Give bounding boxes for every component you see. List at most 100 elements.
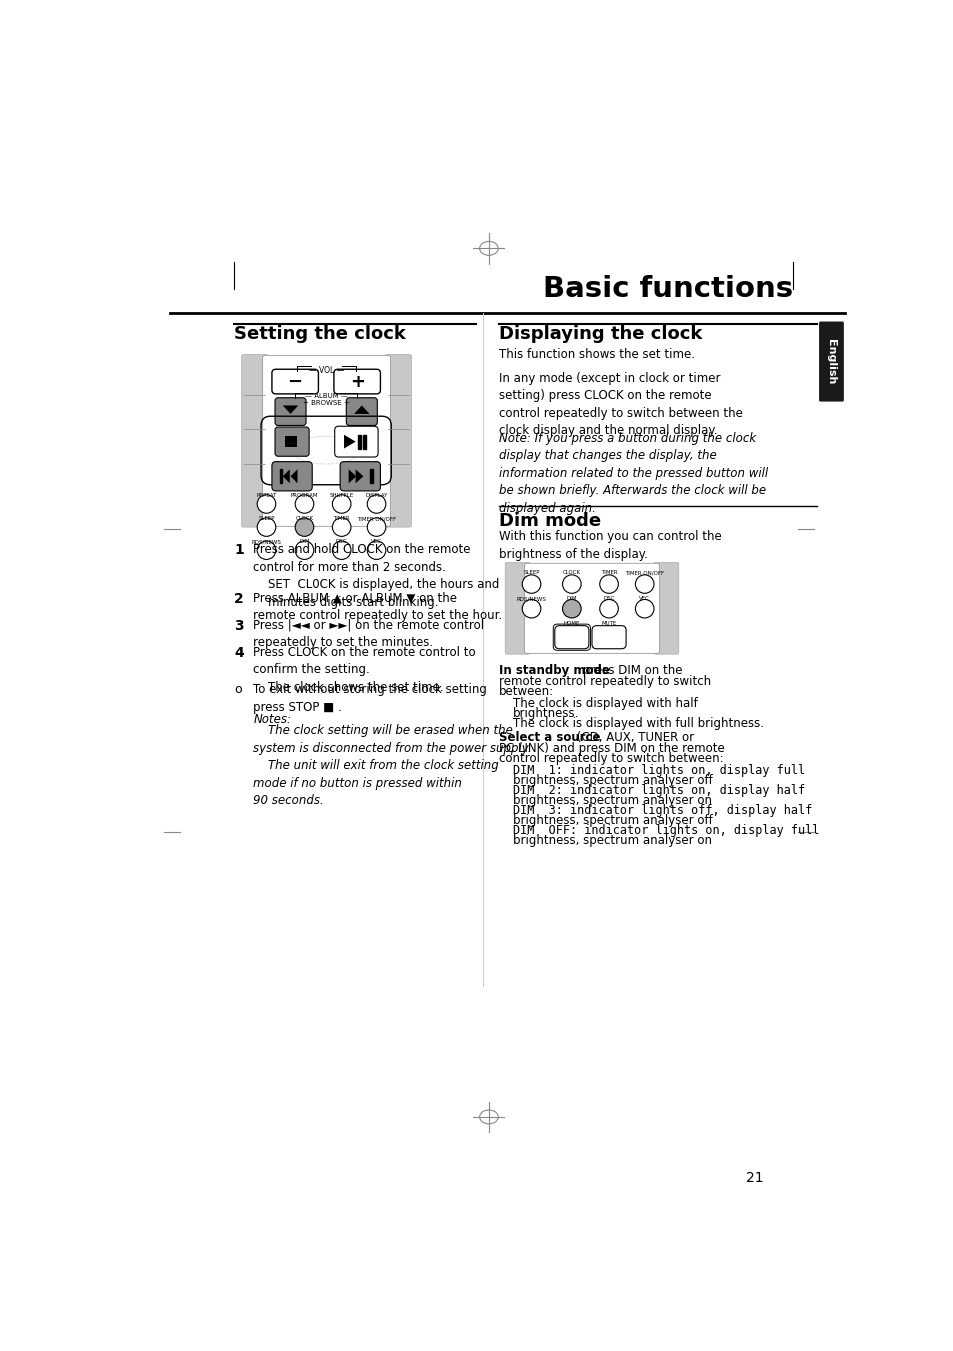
Text: RDS/NEWS: RDS/NEWS <box>517 596 546 601</box>
Polygon shape <box>354 405 369 413</box>
Text: — ALBUM —: — ALBUM — <box>304 393 347 399</box>
Circle shape <box>332 494 351 513</box>
Circle shape <box>367 517 385 536</box>
FancyBboxPatch shape <box>555 626 588 648</box>
FancyBboxPatch shape <box>370 469 373 484</box>
Text: Press CLOCK on the remote control to
confirm the setting.
    The clock shows th: Press CLOCK on the remote control to con… <box>253 646 476 693</box>
Text: DIM  OFF: indicator lights on, display full: DIM OFF: indicator lights on, display fu… <box>513 824 819 838</box>
Text: SLEEP: SLEEP <box>523 570 539 576</box>
Text: SLEEP: SLEEP <box>258 516 274 521</box>
FancyBboxPatch shape <box>385 354 411 527</box>
Text: brightness, spectrum analyser off: brightness, spectrum analyser off <box>513 815 712 827</box>
Circle shape <box>294 517 314 536</box>
Circle shape <box>257 517 275 536</box>
Text: TIMER ON/OFF: TIMER ON/OFF <box>624 570 663 576</box>
Text: HOME: HOME <box>563 621 579 626</box>
Text: RDS/NEWS: RDS/NEWS <box>252 539 281 544</box>
FancyBboxPatch shape <box>346 397 377 426</box>
Text: VEC: VEC <box>639 596 649 601</box>
Text: +: + <box>350 373 364 390</box>
Text: brightness.: brightness. <box>513 708 578 720</box>
FancyBboxPatch shape <box>285 436 297 447</box>
Circle shape <box>367 540 385 559</box>
FancyBboxPatch shape <box>592 626 625 648</box>
Text: VEC: VEC <box>371 539 381 544</box>
Text: Select a source: Select a source <box>498 731 599 744</box>
FancyBboxPatch shape <box>274 427 309 457</box>
Circle shape <box>294 494 314 513</box>
Circle shape <box>635 600 654 617</box>
Text: MUTE: MUTE <box>600 621 616 626</box>
FancyBboxPatch shape <box>335 426 377 457</box>
FancyBboxPatch shape <box>524 563 659 654</box>
Text: REPEAT: REPEAT <box>256 493 276 499</box>
Circle shape <box>562 600 580 617</box>
Circle shape <box>257 494 275 513</box>
FancyBboxPatch shape <box>272 369 318 394</box>
Text: DIM: DIM <box>566 596 577 601</box>
Text: DIM  1: indicator lights on, display full: DIM 1: indicator lights on, display full <box>513 765 804 777</box>
FancyBboxPatch shape <box>334 369 380 394</box>
Text: Press |◄◄ or ►►| on the remote control
repeatedly to set the minutes.: Press |◄◄ or ►►| on the remote control r… <box>253 619 484 650</box>
Text: DIM  3: indicator lights off, display half: DIM 3: indicator lights off, display hal… <box>513 804 811 817</box>
Text: Press ALBUM ▲ or ALBUM ▼ on the
remote control repeatedly to set the hour.: Press ALBUM ▲ or ALBUM ▼ on the remote c… <box>253 592 502 623</box>
Polygon shape <box>282 469 290 484</box>
Polygon shape <box>344 435 355 449</box>
Circle shape <box>294 540 314 559</box>
Text: DSC: DSC <box>335 539 347 544</box>
FancyBboxPatch shape <box>357 435 360 449</box>
Circle shape <box>332 540 351 559</box>
Text: − BROWSE +: − BROWSE + <box>302 400 349 407</box>
Text: CLOCK: CLOCK <box>295 516 314 521</box>
Circle shape <box>599 574 618 593</box>
Text: DIM  2: indicator lights on, display half: DIM 2: indicator lights on, display half <box>513 785 804 797</box>
Text: Note: If you press a button during the clock
display that changes the display, t: Note: If you press a button during the c… <box>498 431 767 515</box>
Text: To exit without storing the clock setting
press STOP ■ .: To exit without storing the clock settin… <box>253 684 487 713</box>
Text: (CD, AUX, TUNER or: (CD, AUX, TUNER or <box>572 731 693 744</box>
FancyBboxPatch shape <box>340 462 380 490</box>
Text: Basic functions: Basic functions <box>543 276 793 303</box>
Text: The clock is displayed with half: The clock is displayed with half <box>513 697 697 711</box>
Text: This function shows the set time.: This function shows the set time. <box>498 349 695 362</box>
Text: brightness, spectrum analyser on: brightness, spectrum analyser on <box>513 835 711 847</box>
Text: 1: 1 <box>233 543 243 557</box>
FancyBboxPatch shape <box>819 322 843 401</box>
Circle shape <box>521 600 540 617</box>
Text: The clock is displayed with full brightness.: The clock is displayed with full brightn… <box>513 717 763 731</box>
Text: 3: 3 <box>233 619 243 632</box>
FancyBboxPatch shape <box>272 462 312 490</box>
FancyBboxPatch shape <box>279 469 282 484</box>
FancyBboxPatch shape <box>274 397 306 426</box>
Polygon shape <box>355 469 363 484</box>
Text: o: o <box>234 684 242 696</box>
FancyBboxPatch shape <box>505 562 530 654</box>
Circle shape <box>562 574 580 593</box>
Circle shape <box>332 517 351 536</box>
Text: press DIM on the: press DIM on the <box>578 665 681 677</box>
Text: DISPLAY: DISPLAY <box>365 493 387 499</box>
Text: In any mode (except in clock or timer
setting) press CLOCK on the remote
control: In any mode (except in clock or timer se… <box>498 372 742 438</box>
Text: TIMER ON/OFF: TIMER ON/OFF <box>356 516 395 521</box>
Text: Setting the clock: Setting the clock <box>233 326 405 343</box>
Text: SHUFFLE: SHUFFLE <box>329 493 354 499</box>
Text: In standby mode: In standby mode <box>498 665 609 677</box>
Text: 2: 2 <box>233 592 243 605</box>
Circle shape <box>257 540 275 559</box>
Text: brightness, spectrum analyser on: brightness, spectrum analyser on <box>513 794 711 808</box>
Polygon shape <box>282 405 298 413</box>
FancyBboxPatch shape <box>241 354 268 527</box>
Text: The clock setting will be erased when the
system is disconnected from the power : The clock setting will be erased when th… <box>253 724 532 807</box>
Text: Press and hold CLOCK on the remote
control for more than 2 seconds.
    SET  CL0: Press and hold CLOCK on the remote contr… <box>253 543 499 609</box>
Polygon shape <box>348 469 356 484</box>
Text: DSC: DSC <box>602 596 614 601</box>
Circle shape <box>521 574 540 593</box>
Text: −: − <box>287 373 302 390</box>
Text: between:: between: <box>498 685 554 698</box>
Circle shape <box>599 600 618 617</box>
FancyBboxPatch shape <box>262 355 390 527</box>
Text: 21: 21 <box>745 1171 762 1185</box>
Polygon shape <box>291 469 297 484</box>
FancyBboxPatch shape <box>654 562 679 654</box>
Text: PROGRAM: PROGRAM <box>291 493 318 499</box>
Circle shape <box>635 574 654 593</box>
